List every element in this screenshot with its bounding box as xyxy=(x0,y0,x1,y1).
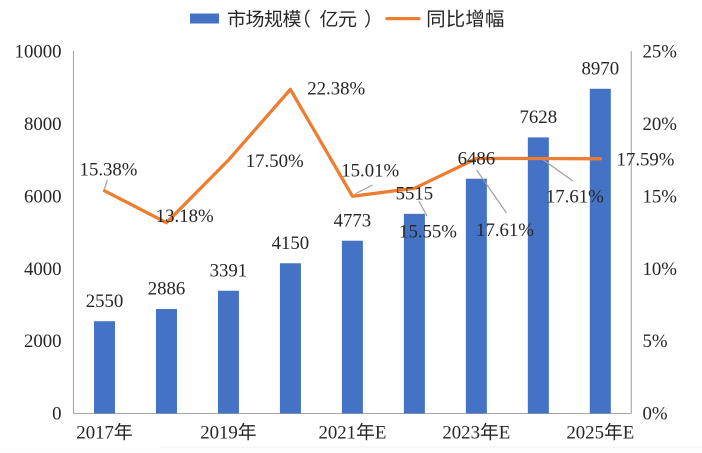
svg-text:2000: 2000 xyxy=(24,331,62,352)
svg-text:2021: 2021 xyxy=(319,423,357,444)
svg-text:15.55%: 15.55% xyxy=(399,222,457,243)
svg-text:5515: 5515 xyxy=(396,184,434,205)
svg-text:25%: 25% xyxy=(643,42,677,63)
svg-text:4150: 4150 xyxy=(272,233,310,254)
svg-text:5%: 5% xyxy=(643,331,668,352)
svg-text:4773: 4773 xyxy=(334,210,372,231)
svg-text:20%: 20% xyxy=(643,114,677,135)
svg-text:2025: 2025 xyxy=(566,423,604,444)
svg-text:17.50%: 17.50% xyxy=(246,151,304,172)
svg-text:17.59%: 17.59% xyxy=(617,149,675,170)
svg-text:E: E xyxy=(623,423,634,444)
svg-text:2550: 2550 xyxy=(86,291,124,312)
svg-text:10000: 10000 xyxy=(15,42,62,63)
svg-text:2023: 2023 xyxy=(442,423,480,444)
svg-text:2886: 2886 xyxy=(148,279,186,300)
svg-text:17.61%: 17.61% xyxy=(546,186,604,207)
svg-text:E: E xyxy=(375,423,386,444)
svg-text:E: E xyxy=(499,423,510,444)
svg-text:2019: 2019 xyxy=(200,423,238,444)
svg-text:15%: 15% xyxy=(643,186,677,207)
svg-text:22.38%: 22.38% xyxy=(307,79,365,100)
svg-text:0: 0 xyxy=(52,404,61,425)
svg-text:13.18%: 13.18% xyxy=(156,206,214,227)
svg-text:4000: 4000 xyxy=(24,259,62,280)
svg-text:6486: 6486 xyxy=(458,148,496,169)
svg-text:7628: 7628 xyxy=(520,107,558,128)
svg-text:8970: 8970 xyxy=(582,58,620,79)
svg-text:0%: 0% xyxy=(643,404,668,425)
svg-text:17.61%: 17.61% xyxy=(476,220,534,241)
svg-text:2017: 2017 xyxy=(76,423,114,444)
svg-text:6000: 6000 xyxy=(24,186,62,207)
svg-text:15.38%: 15.38% xyxy=(80,160,138,181)
svg-text:8000: 8000 xyxy=(24,114,62,135)
svg-text:3391: 3391 xyxy=(210,260,248,281)
svg-text:10%: 10% xyxy=(643,259,677,280)
svg-text:15.01%: 15.01% xyxy=(341,160,399,181)
